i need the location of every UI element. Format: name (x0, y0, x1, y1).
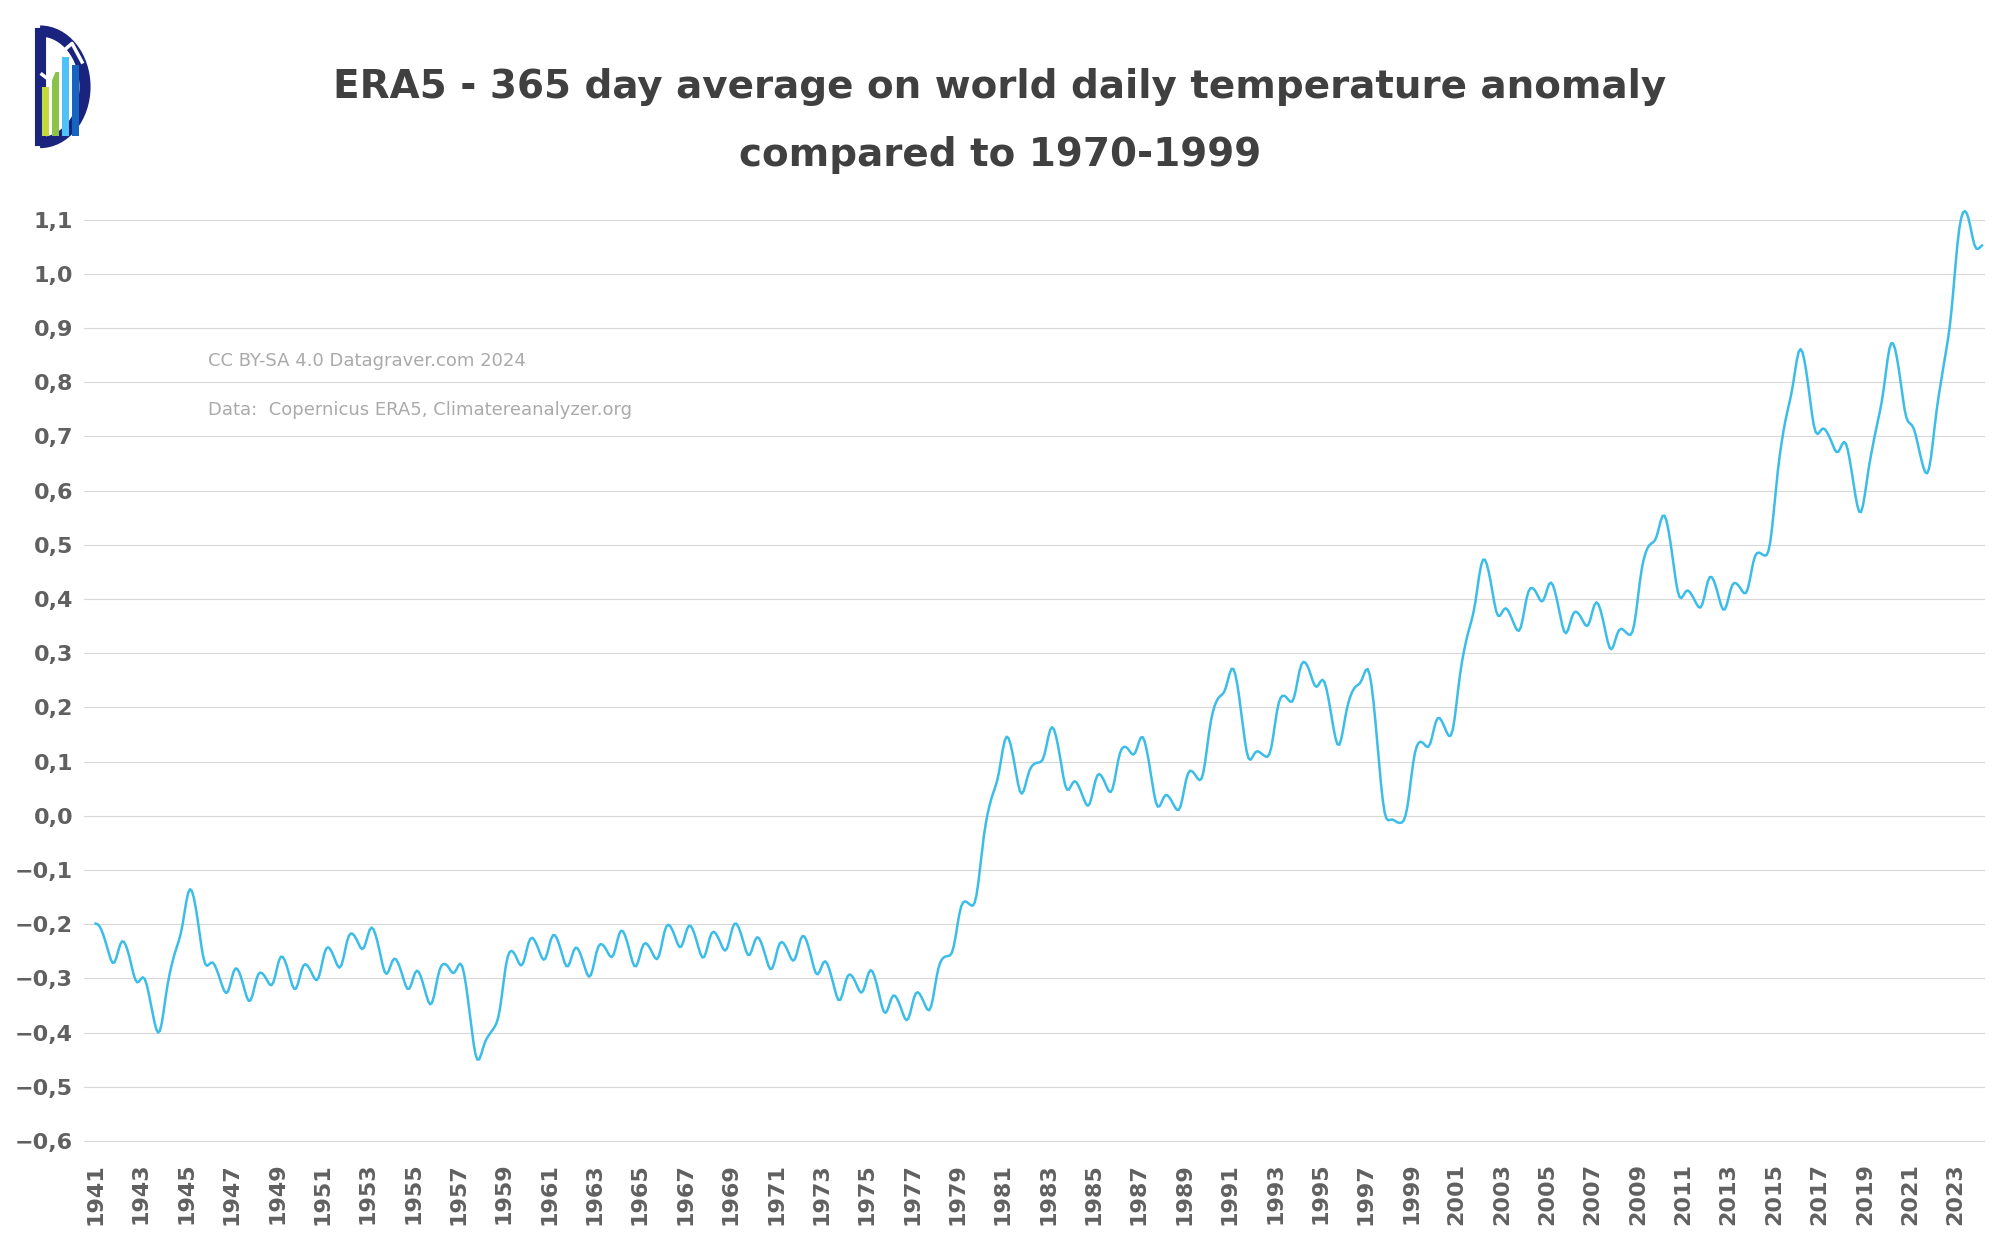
Text: compared to 1970-1999: compared to 1970-1999 (738, 136, 1262, 174)
Text: Data:  Copernicus ERA5, Climatereanalyzer.org: Data: Copernicus ERA5, Climatereanalyzer… (208, 401, 632, 419)
Bar (72, 64, 80, 136)
Bar (62, 57, 70, 136)
Bar (42, 87, 50, 136)
Text: ERA5 - 365 day average on world daily temperature anomaly: ERA5 - 365 day average on world daily te… (334, 68, 1666, 105)
Bar (52, 72, 60, 136)
Text: CC BY-SA 4.0 Datagraver.com 2024: CC BY-SA 4.0 Datagraver.com 2024 (208, 352, 526, 370)
